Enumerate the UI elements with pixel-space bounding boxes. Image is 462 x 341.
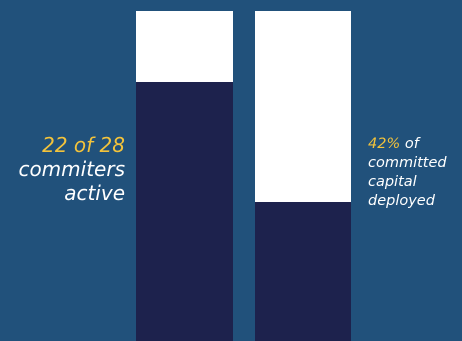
right-caption-line-3: capital (368, 174, 417, 190)
left-caption: 22 of 28 commiters active (0, 133, 125, 205)
left-caption-line-3: active (64, 181, 125, 205)
capital-deployed-fill (255, 202, 351, 341)
capital-bar (255, 11, 351, 341)
left-caption-line-2: commiters (18, 157, 125, 181)
right-caption: 42% of committed capital deployed (368, 135, 462, 211)
right-caption-line-4: deployed (368, 193, 435, 209)
right-caption-line-2: committed (368, 155, 447, 171)
right-caption-line-1-rest: of (400, 136, 419, 152)
committers-active-fill (136, 81, 233, 341)
active-count-text: 22 of 28 (42, 133, 125, 157)
deployed-percent-text: 42% (368, 136, 401, 152)
committers-bar (136, 11, 233, 341)
